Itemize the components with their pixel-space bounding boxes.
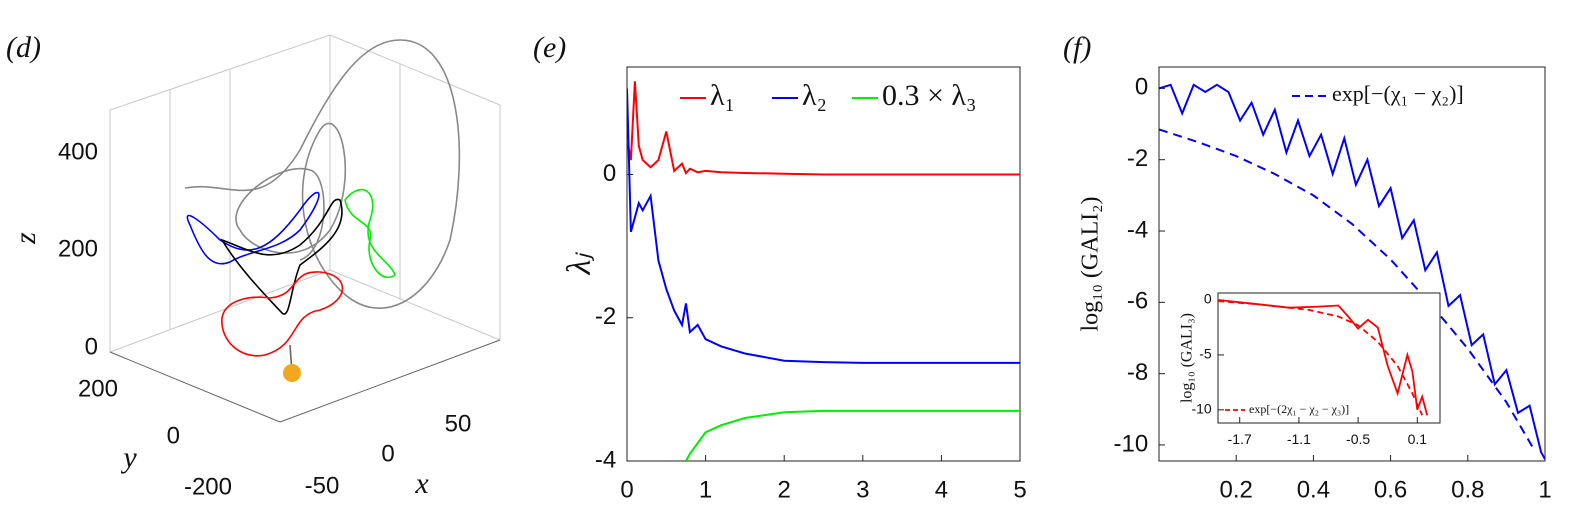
legend-label: 0.3 × λ₃ — [882, 79, 976, 112]
y-tick-label: -2 — [1127, 145, 1148, 172]
x-tick-label: -1.7 — [1228, 431, 1252, 447]
y-tick-label: -2 — [595, 303, 616, 330]
series-line — [685, 409, 1020, 461]
legend-label: λ₁ — [710, 79, 735, 112]
x-tick-label: 0 — [620, 476, 633, 503]
y-tick-label: 0 — [1135, 74, 1148, 101]
series-group — [1159, 83, 1545, 460]
y-tick-label: -4 — [1127, 216, 1148, 243]
y-tick-label: -200 — [184, 473, 232, 500]
y-tick-label: -10 — [1191, 401, 1211, 417]
panel-label: (f) — [1063, 31, 1091, 64]
y-tick-label: 0 — [167, 422, 180, 449]
z-tick-label: 0 — [85, 333, 98, 360]
x-tick-label: 5 — [1013, 476, 1026, 503]
y-tick-label: -8 — [1127, 359, 1148, 386]
z-axis-label: z — [9, 232, 42, 245]
x-tick-label: 1 — [1538, 476, 1551, 503]
y-axis-label: log₁₀ (GALI₂) — [1078, 196, 1104, 331]
series-line — [1159, 128, 1535, 450]
x-tick-label: 0.4 — [1297, 476, 1330, 503]
x-tick-label: 0.1 — [1408, 431, 1428, 447]
legend-label: exp[−(2χ₁ − χ₂ − χ₃)] — [1249, 402, 1349, 416]
x-tick-label: -50 — [305, 472, 340, 499]
panel-label: (d) — [6, 31, 41, 64]
x-tick-label: 50 — [445, 410, 472, 437]
y-tick-label: 0 — [603, 160, 616, 187]
series-line — [1218, 299, 1429, 416]
y-axis-label: y — [120, 441, 137, 474]
panel-label: (e) — [533, 31, 566, 64]
series-line — [627, 88, 1020, 364]
x-tick-label: -1.1 — [1287, 431, 1311, 447]
series-line — [1159, 83, 1545, 460]
y-tick-label: -5 — [1199, 346, 1212, 362]
x-tick-label: 3 — [856, 476, 869, 503]
x-axis-label: x — [414, 467, 429, 500]
y-axis-label: λⱼ — [561, 252, 598, 276]
plot-area — [626, 66, 1021, 462]
legend-label: exp[−(χ₁ − χ₂)] — [1332, 81, 1464, 106]
series-line — [1218, 300, 1424, 416]
y-tick-label: -4 — [595, 446, 616, 473]
x-tick-label: 0.2 — [1220, 476, 1253, 503]
y-axis-label: log₁₀ (GALI₃) — [1179, 313, 1196, 403]
series-group — [1218, 299, 1429, 416]
y-tick-label: 0 — [1204, 291, 1212, 307]
legend-label: λ₂ — [802, 79, 827, 112]
z-tick-label: 400 — [58, 138, 98, 165]
x-tick-label: 4 — [935, 476, 948, 503]
y-tick-label: -6 — [1127, 288, 1148, 315]
trajectories-3d — [184, 39, 461, 374]
box-3d — [109, 34, 501, 423]
x-tick-label: 1 — [699, 476, 712, 503]
series-line — [627, 81, 1020, 176]
x-tick-label: 0 — [381, 440, 394, 467]
x-tick-label: 0.6 — [1374, 476, 1407, 503]
x-tick-label: 0.8 — [1451, 476, 1484, 503]
x-tick-label: -0.5 — [1346, 431, 1370, 447]
origin-dot — [283, 364, 301, 382]
y-tick-label: 200 — [78, 375, 118, 402]
y-tick-label: -10 — [1114, 430, 1149, 457]
series-group — [627, 81, 1020, 461]
z-tick-label: 200 — [58, 235, 98, 262]
x-tick-label: 2 — [778, 476, 791, 503]
